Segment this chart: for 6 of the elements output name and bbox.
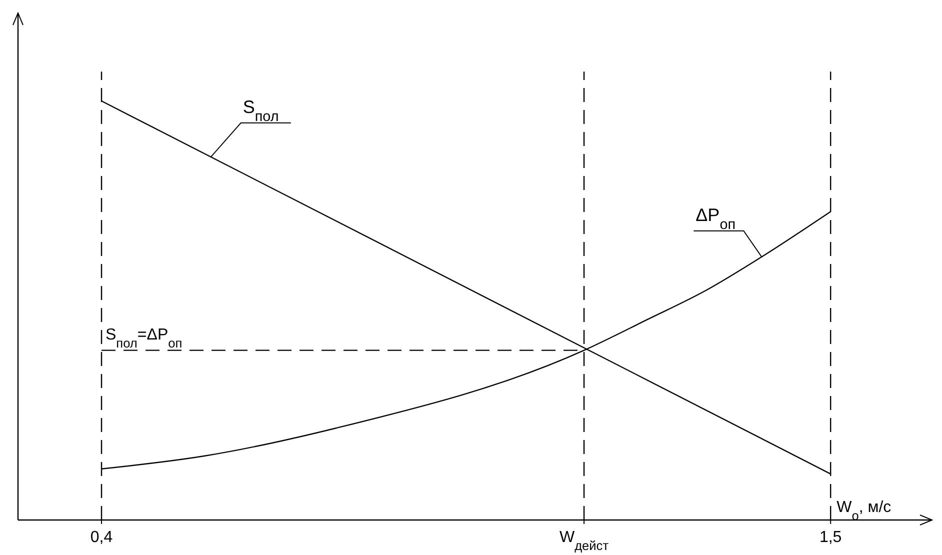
x-tick-label: 0,4 — [90, 529, 113, 546]
text: S$_{пол}$ — [242, 96, 279, 125]
series-label: ΔP$_{оп}$ — [696, 204, 736, 233]
x-tick-label: 1,5 — [819, 529, 842, 546]
ref-line-label: S$_{пол}$=ΔP$_{оп}$ — [106, 326, 182, 350]
x-tick-label: W$_{дейст}$ — [559, 529, 609, 552]
